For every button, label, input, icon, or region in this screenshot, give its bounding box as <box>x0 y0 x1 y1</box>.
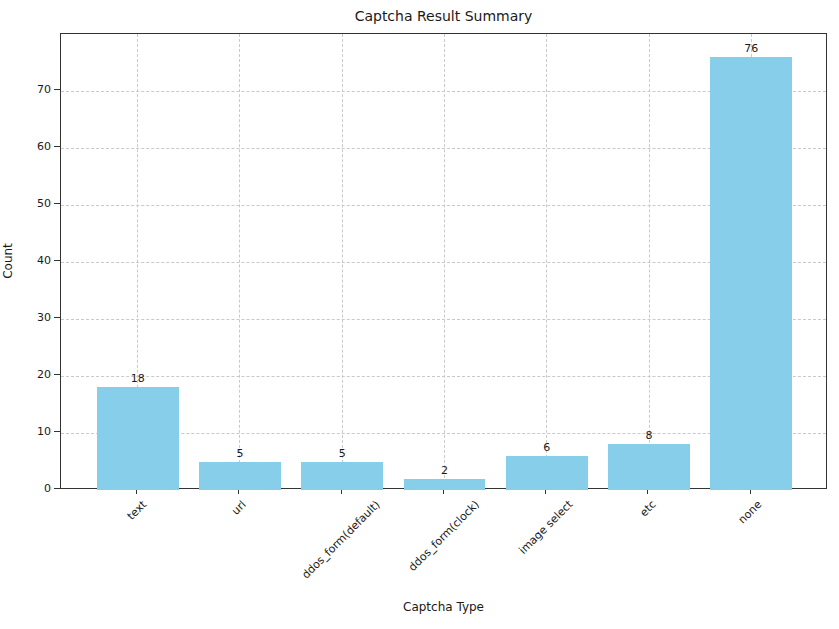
bar-image-select <box>506 456 588 490</box>
bar-value-label: 5 <box>339 447 346 460</box>
x-tick-label: ddos_form(clock) <box>406 498 482 574</box>
bar-value-label: 76 <box>744 42 758 55</box>
x-tick-label: none <box>736 498 765 527</box>
bar-value-label: 6 <box>543 441 550 454</box>
y-tick-mark <box>54 203 60 204</box>
chart-title: Captcha Result Summary <box>60 8 827 24</box>
y-tick-mark <box>54 431 60 432</box>
bar-value-label: 8 <box>646 429 653 442</box>
x-tick-label: etc <box>637 498 658 519</box>
bar-url <box>199 462 281 491</box>
y-tick-label: 50 <box>0 197 51 211</box>
plot-area: 18 5 5 2 6 8 76 <box>60 33 827 489</box>
y-tick-mark <box>54 317 60 318</box>
x-tick-label: url <box>229 498 248 517</box>
y-tick-label: 0 <box>0 482 51 496</box>
x-gridline <box>546 34 547 488</box>
bar-value-label: 18 <box>131 372 145 385</box>
bar-value-label: 2 <box>441 464 448 477</box>
bar-chart-figure: Captcha Result Summary Count 185526876 C… <box>0 0 839 629</box>
x-gridline <box>444 34 445 488</box>
y-tick-label: 40 <box>0 254 51 268</box>
x-axis-label: Captcha Type <box>60 600 827 614</box>
y-tick-label: 20 <box>0 368 51 382</box>
y-tick-label: 70 <box>0 83 51 97</box>
bar-text <box>97 387 179 490</box>
y-tick-mark <box>54 260 60 261</box>
x-tick-label: ddos_form(default) <box>300 498 383 581</box>
x-tick-label: image select <box>516 498 575 557</box>
bar-etc <box>608 444 690 490</box>
bar-ddos-form-clock- <box>404 479 486 490</box>
y-tick-mark <box>54 374 60 375</box>
bar-none <box>710 57 792 490</box>
y-tick-label: 10 <box>0 425 51 439</box>
bar-ddos-form-default- <box>301 462 383 491</box>
x-gridline <box>649 34 650 488</box>
bar-value-label: 5 <box>236 447 243 460</box>
x-gridline <box>342 34 343 488</box>
y-tick-mark <box>54 488 60 489</box>
y-tick-label: 30 <box>0 311 51 325</box>
y-tick-mark <box>54 89 60 90</box>
x-gridline <box>239 34 240 488</box>
y-tick-mark <box>54 146 60 147</box>
y-tick-label: 60 <box>0 140 51 154</box>
x-tick-label: text <box>124 498 149 523</box>
